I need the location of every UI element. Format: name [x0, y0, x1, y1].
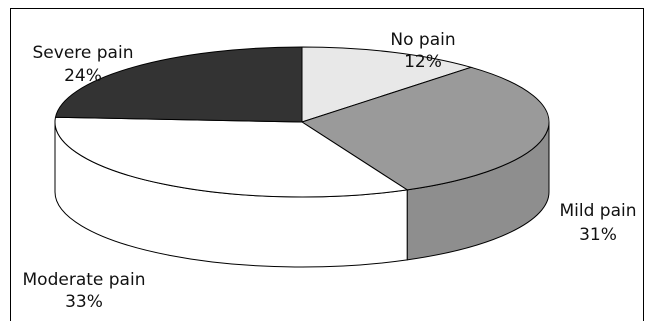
pie-top: [54, 46, 550, 198]
slice-mild-pain: [300, 66, 550, 191]
slice-severe-pain: [54, 46, 303, 123]
label-moderate-pain: Moderate pain: [23, 270, 146, 290]
value-severe-pain: 24%: [64, 66, 102, 86]
chart-frame: [10, 8, 644, 321]
label-severe-pain: Severe pain: [33, 43, 134, 63]
label-no-pain: No pain: [390, 30, 455, 50]
slice-moderate-pain: [54, 116, 409, 198]
value-no-pain: 12%: [404, 52, 442, 72]
slice-no-pain: [301, 46, 473, 123]
value-mild-pain: 31%: [579, 225, 617, 245]
label-mild-pain: Mild pain: [559, 201, 636, 221]
value-moderate-pain: 33%: [65, 292, 103, 312]
